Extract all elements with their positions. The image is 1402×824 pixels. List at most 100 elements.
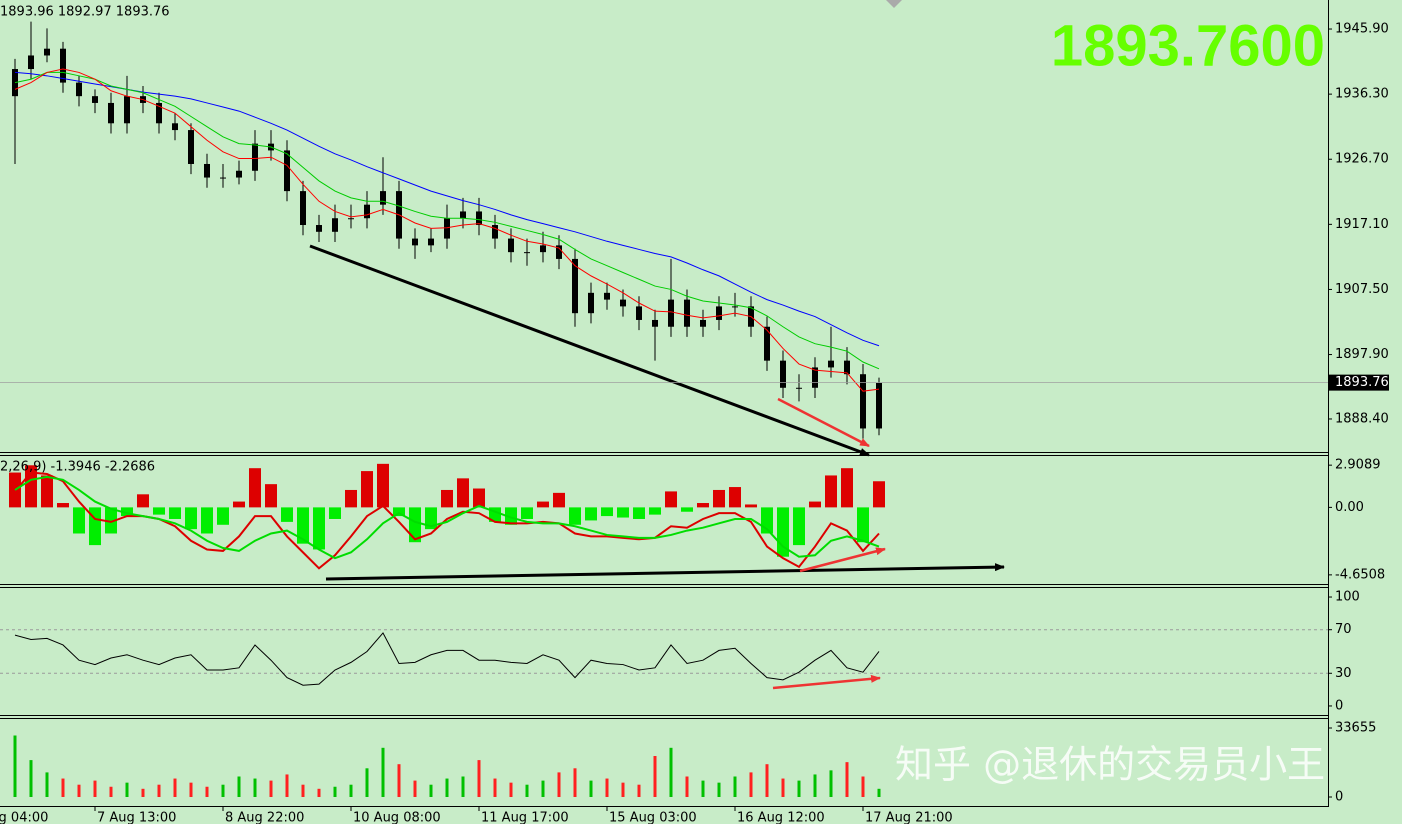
volume-bar (861, 776, 865, 798)
watermark: 知乎 @退休的交易员小王 (895, 743, 1325, 787)
candle-body (700, 319, 706, 327)
histogram-bar (633, 507, 645, 519)
histogram-bar (121, 507, 133, 517)
candle-body (716, 306, 722, 320)
volume-bar (157, 784, 161, 798)
x-tick-label: 7 Aug 13:00 (97, 811, 176, 824)
histogram-bar (377, 463, 389, 508)
candle-body (540, 245, 546, 253)
histogram-bar (505, 507, 517, 525)
volume-bar (349, 784, 353, 798)
volume-bar (621, 782, 625, 798)
volume-bar (445, 778, 449, 798)
candle-body (428, 238, 434, 246)
candle-body (668, 299, 674, 327)
ohlc-legend: 1893.96 1892.97 1893.76 (0, 5, 170, 20)
histogram-bar (857, 507, 869, 543)
histogram-bar (457, 478, 469, 508)
volume-bar (685, 776, 689, 798)
y-tick-label: 33655 (1335, 721, 1376, 736)
histogram-bar (569, 507, 581, 525)
candle-body (76, 82, 82, 97)
volume-bar (333, 786, 337, 798)
histogram-bar (105, 507, 117, 534)
histogram-bar (201, 507, 213, 534)
volume-bar (813, 774, 817, 798)
volume-bar (749, 772, 753, 798)
histogram-bar (345, 489, 357, 508)
candle-body (44, 48, 50, 56)
volume-bar (173, 778, 177, 798)
panel-borders (0, 0, 1329, 807)
volume-bar (381, 747, 385, 798)
candle-body (732, 306, 738, 308)
macd-legend: 2,26,9) -1.3946 -2.2686 (0, 460, 155, 475)
last-price-box (1329, 374, 1389, 391)
histogram-bar (713, 489, 725, 508)
histogram-bar (873, 481, 885, 508)
y-tick-label: -4.6508 (1335, 567, 1385, 582)
histogram-bar (521, 507, 533, 519)
candle-body (300, 191, 306, 226)
candle-body (364, 204, 370, 219)
histogram-bar (137, 494, 149, 508)
candle-body (220, 177, 226, 179)
y-tick-label: 1917.10 (1335, 217, 1389, 232)
volume-bar (845, 762, 849, 798)
candle-body (796, 387, 802, 389)
volume-bar (829, 770, 833, 798)
histogram-bar (425, 507, 437, 530)
volume-bar (61, 778, 65, 798)
volume-bar (573, 768, 577, 798)
candle-body (860, 374, 866, 429)
plot-area (0, 21, 1328, 798)
volume-bar (317, 788, 321, 798)
volume-bar (781, 778, 785, 798)
y-tick-label: 1926.70 (1335, 152, 1389, 167)
volume-bar (221, 784, 225, 798)
candle-body (28, 55, 34, 70)
candle-body (572, 258, 578, 314)
scroll-marker (886, 0, 902, 8)
candle-body (204, 163, 210, 178)
candle-body (124, 96, 130, 124)
histogram-bar (185, 507, 197, 530)
last-price-label: 1893.76 (1335, 375, 1389, 390)
x-tick-label: 11 Aug 17:00 (481, 811, 569, 824)
macd-line (14, 471, 880, 570)
candle-body (828, 360, 834, 368)
price-watermark: 1893.7600 (1051, 13, 1325, 78)
candle-body (844, 360, 850, 375)
histogram-bar (729, 487, 741, 508)
volume-bar (733, 776, 737, 798)
candle-body (604, 292, 610, 300)
volume-bar (669, 747, 673, 798)
volume-bar (237, 776, 241, 798)
histogram-bar (393, 507, 405, 517)
volume-bar (285, 774, 289, 798)
histogram-bar (553, 492, 565, 508)
volume-bar (877, 788, 881, 798)
volume-bar (205, 786, 209, 798)
histogram-bar (41, 475, 53, 508)
volume-bar (797, 780, 801, 798)
y-tick-label: 1936.30 (1335, 87, 1389, 102)
x-tick-label: 8 Aug 22:00 (225, 811, 304, 824)
histogram-bar (473, 488, 485, 508)
histogram-bar (585, 507, 597, 521)
volume-bar (77, 784, 81, 798)
histogram-bar (265, 484, 277, 508)
volume-bar (45, 772, 49, 798)
candle-body (764, 326, 770, 361)
volume-bar (189, 782, 193, 798)
x-tick-label: 16 Aug 12:00 (737, 811, 825, 824)
volume-bar (653, 755, 657, 798)
volume-bar (29, 760, 33, 798)
histogram-bar (329, 507, 341, 519)
histogram-bar (153, 507, 165, 515)
histogram-bar (57, 503, 69, 508)
candle-body (444, 218, 450, 239)
rsi-line (14, 632, 880, 686)
